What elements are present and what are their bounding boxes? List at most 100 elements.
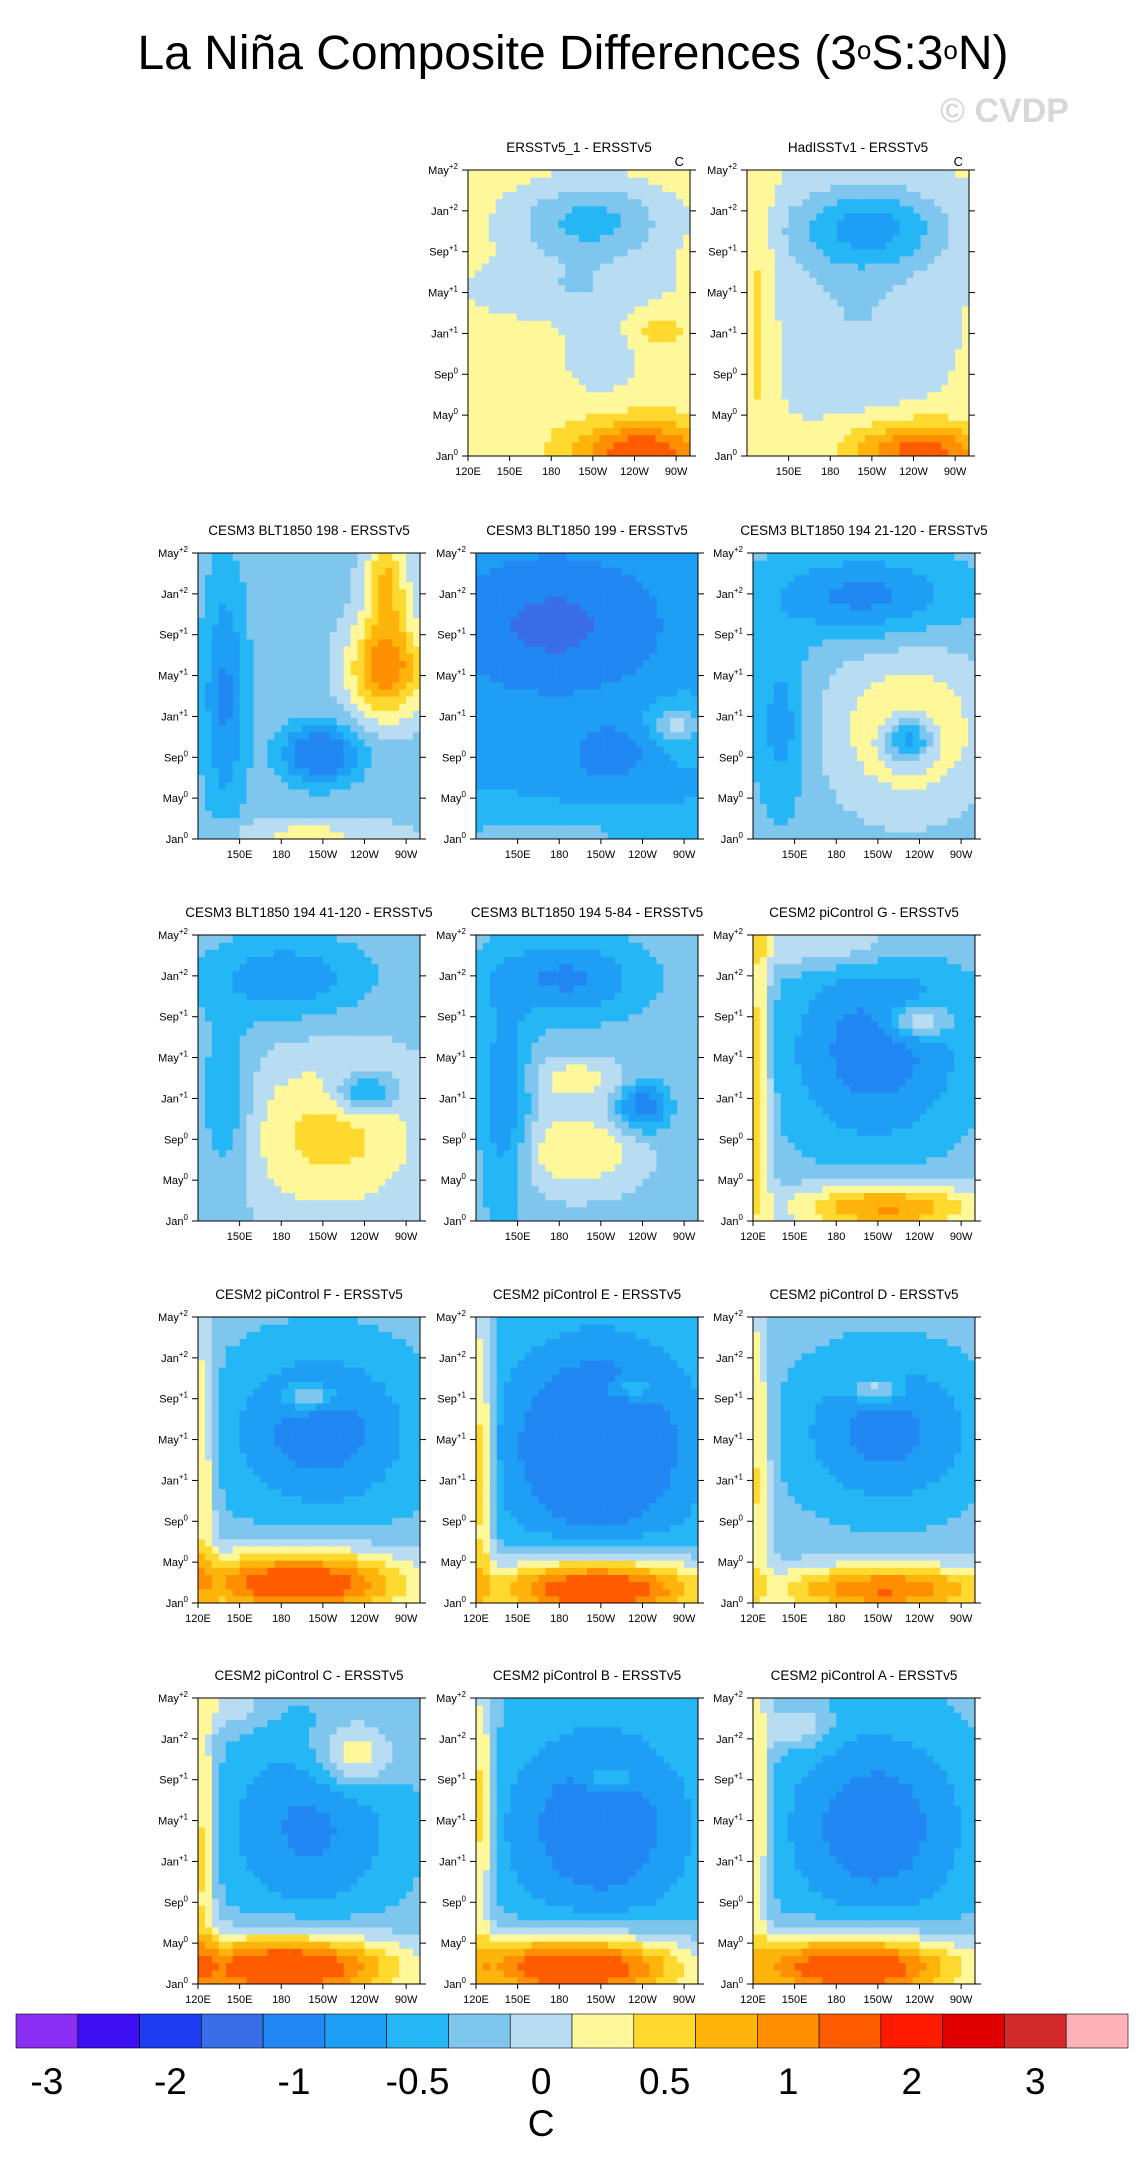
heatmap-cell bbox=[864, 184, 873, 193]
heatmap-cell bbox=[288, 581, 296, 590]
heatmap-cell bbox=[593, 831, 602, 839]
heatmap-cell bbox=[607, 638, 616, 647]
heatmap-cell bbox=[941, 212, 949, 221]
heatmap-cell bbox=[809, 177, 817, 185]
heatmap-cell bbox=[948, 413, 956, 421]
heatmap-cell bbox=[503, 781, 512, 790]
heatmap-cell bbox=[927, 291, 935, 300]
heatmap-cell bbox=[378, 553, 386, 561]
heatmap-cell bbox=[648, 298, 656, 307]
heatmap-cell bbox=[885, 413, 894, 421]
heatmap-cell bbox=[211, 817, 220, 826]
heatmap-cell bbox=[621, 824, 630, 833]
heatmap-cell bbox=[225, 781, 234, 790]
heatmap-cell bbox=[378, 595, 386, 604]
heatmap-cell bbox=[218, 574, 227, 583]
heatmap-cell bbox=[538, 831, 546, 839]
heatmap-cell bbox=[530, 320, 538, 328]
heatmap-cell bbox=[753, 298, 762, 307]
heatmap-cell bbox=[329, 731, 338, 740]
heatmap-cell bbox=[225, 774, 234, 783]
heatmap-cell bbox=[392, 696, 400, 704]
heatmap-cell bbox=[204, 753, 213, 761]
heatmap-cell bbox=[371, 645, 379, 654]
heatmap-cell bbox=[851, 170, 859, 178]
heatmap-cell bbox=[482, 645, 491, 654]
heatmap-cell bbox=[253, 796, 262, 804]
heatmap-cell bbox=[767, 212, 776, 221]
heatmap-cell bbox=[920, 198, 928, 207]
heatmap-cell bbox=[913, 420, 922, 428]
heatmap-cell bbox=[476, 567, 484, 576]
heatmap-cell bbox=[232, 688, 241, 697]
heatmap-cell bbox=[489, 731, 498, 740]
heatmap-cell bbox=[357, 553, 366, 561]
heatmap-cell bbox=[468, 284, 476, 293]
heatmap-cell bbox=[620, 355, 629, 364]
heatmap-cell bbox=[476, 831, 484, 839]
heatmap-cell bbox=[295, 788, 303, 797]
heatmap-cell bbox=[606, 170, 615, 178]
heatmap-cell bbox=[592, 170, 601, 178]
heatmap-cell bbox=[364, 574, 373, 583]
heatmap-cell bbox=[642, 631, 651, 640]
heatmap-cell bbox=[503, 588, 512, 597]
heatmap-cell bbox=[913, 434, 922, 443]
heatmap-cell bbox=[502, 255, 511, 264]
heatmap-cell bbox=[844, 427, 852, 436]
heatmap-cell bbox=[642, 738, 651, 747]
heatmap-cell bbox=[781, 448, 790, 456]
heatmap-cell bbox=[476, 645, 484, 654]
heatmap-cell bbox=[844, 198, 852, 207]
heatmap-cell bbox=[198, 624, 206, 633]
heatmap-cell bbox=[531, 653, 540, 661]
heatmap-cell bbox=[260, 831, 268, 839]
heatmap-cell bbox=[662, 191, 670, 200]
heatmap-cell bbox=[906, 270, 915, 278]
heatmap-cell bbox=[844, 413, 852, 421]
heatmap-cell bbox=[239, 574, 248, 583]
heatmap-cell bbox=[204, 638, 213, 647]
heatmap-cell bbox=[864, 291, 873, 300]
heatmap-cell bbox=[927, 313, 935, 321]
heatmap-cell bbox=[281, 610, 289, 618]
heatmap-cell bbox=[892, 212, 901, 221]
heatmap-cell bbox=[579, 413, 587, 421]
heatmap-cell bbox=[357, 781, 366, 790]
heatmap-cell bbox=[198, 774, 206, 783]
heatmap-cell bbox=[788, 334, 797, 343]
heatmap-cell bbox=[600, 724, 609, 733]
heatmap-cell bbox=[343, 631, 352, 640]
heatmap-cell bbox=[642, 710, 651, 719]
heatmap-cell bbox=[747, 320, 755, 328]
heatmap-cell bbox=[593, 674, 602, 683]
heatmap-cell bbox=[634, 198, 643, 207]
heatmap-cell bbox=[747, 384, 755, 393]
heatmap-cell bbox=[288, 588, 296, 597]
heatmap-cell bbox=[871, 355, 880, 364]
heatmap-cell bbox=[906, 241, 915, 250]
heatmap-cell bbox=[913, 198, 922, 207]
heatmap-cell bbox=[816, 191, 824, 200]
heatmap-cell bbox=[606, 405, 615, 414]
heatmap-cell bbox=[329, 796, 338, 804]
heatmap-cell bbox=[545, 810, 553, 819]
heatmap-cell bbox=[322, 603, 331, 611]
heatmap-cell bbox=[620, 327, 629, 336]
heatmap-cell bbox=[399, 824, 407, 833]
heatmap-cell bbox=[621, 553, 630, 561]
heatmap-cell bbox=[858, 334, 866, 343]
heatmap-cell bbox=[336, 645, 345, 654]
heatmap-cell bbox=[642, 760, 651, 769]
heatmap-cell bbox=[476, 660, 484, 668]
heatmap-cell bbox=[322, 660, 331, 668]
heatmap-cell bbox=[607, 645, 616, 654]
heatmap-cell bbox=[851, 234, 859, 243]
heatmap-cell bbox=[481, 284, 490, 293]
heatmap-cell bbox=[767, 227, 776, 235]
heatmap-cell bbox=[544, 355, 552, 364]
heatmap-cell bbox=[906, 377, 915, 386]
heatmap-cell bbox=[627, 305, 636, 314]
heatmap-cell bbox=[239, 645, 248, 654]
heatmap-cell bbox=[837, 241, 845, 250]
